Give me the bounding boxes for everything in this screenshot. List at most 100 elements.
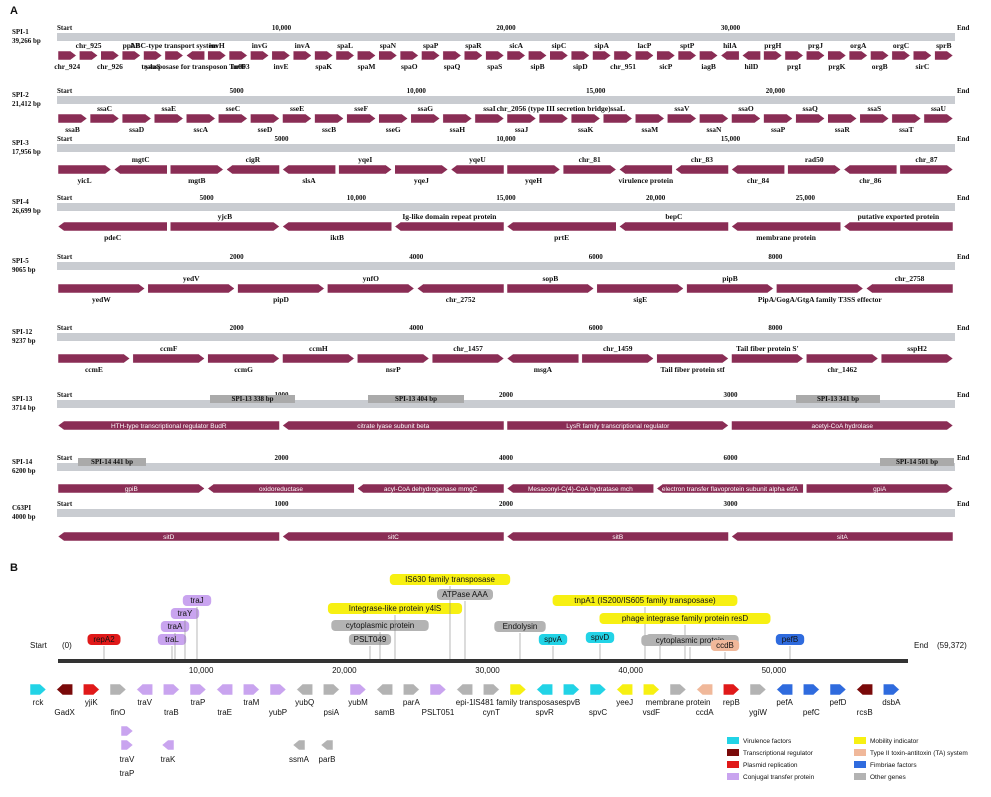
gene-arrow [667,113,697,124]
gene-label: ssaU [931,104,947,113]
gene-label: ssaQ [802,104,818,113]
island-size: 21,412 bp [12,100,41,108]
gene-label: chr_2752 [446,295,476,304]
gene-arrow [596,283,685,294]
gene-label: yicL [77,176,91,185]
plasmid-gene-label: epi-1 [456,698,474,707]
plasmid-gene-label: spvR [536,708,554,717]
gene-label: pipD [273,295,289,304]
callout-box [157,634,187,645]
gene-label: sipA [594,41,609,50]
tick-label: 4000 [499,454,514,462]
start-label: Start [57,500,73,508]
gene-arrow [282,531,505,542]
plasmid-gene-label: parA [403,698,421,707]
plasmid-tick: 20,000 [332,666,357,675]
plasmid-gene-arrow [296,683,313,696]
gene-arrow [147,283,236,294]
gene-arrow [57,353,131,364]
gene-label: ssaP [771,125,786,134]
gene-arrow [843,164,898,175]
gene-arrow [346,113,377,124]
legend-swatch [727,773,739,780]
gene-label: chr_1457 [453,344,483,353]
gene-label: chr_84 [747,176,769,185]
legend-label: Type II toxin-antitoxin (TA) system [870,750,968,757]
gene-arrow [250,50,270,61]
plasmid-gene-arrow [696,683,713,696]
gene-label: sopB [542,274,558,283]
tick-label: 15,000 [721,135,741,143]
island-name: SPI-13 [12,395,33,403]
legend-swatch [727,737,739,744]
end-label: End [957,391,970,399]
gene-label: sitA [837,534,849,541]
callout-box [87,634,121,645]
gene-label: gpiB [125,486,138,493]
island-bar [57,203,955,211]
gene-label: chr_925 [76,41,102,50]
callout-label: traY [178,609,193,618]
gene-arrow [250,113,280,124]
plasmid-gene-arrow [323,683,340,696]
start-label: Start [57,253,73,261]
gene-arrow [763,113,794,124]
island-size: 6200 bp [12,467,36,475]
callout-label: ATPase AAA [442,590,488,599]
callout-label: pefB [782,635,798,644]
callout-box [327,603,463,614]
plasmid-gene-label: rcsB [857,708,873,717]
lower-gene-arrow [120,725,134,737]
gene-label: chr_926 [97,62,123,71]
gene-arrow [891,50,911,61]
gene-arrow [506,164,561,175]
callout-box [389,574,511,585]
tick-label: 2000 [499,391,514,399]
tick-label: 10,000 [272,24,292,32]
gene-label: msgA [534,365,553,374]
start-label: Start [57,324,73,332]
plasmid-gene-label: cynT [483,708,500,717]
gene-label: transposase for transposon Tn903 [141,62,250,71]
gene-label: sigE [633,295,647,304]
gene-label: pdeC [104,233,121,242]
plasmid-gene-label: vsdF [643,708,660,717]
plasmid-gene-arrow [429,683,447,696]
callout-box [160,621,190,632]
plasmid-gene-arrow [749,683,767,696]
gene-arrow [57,420,280,431]
legend-label: Virulence factors [743,738,792,745]
tick-label: 1000 [275,500,290,508]
gene-arrow [731,353,804,364]
plasmid-gene-label: psiA [324,708,340,717]
tick-label: 10,000 [496,135,516,143]
gene-label: sitC [388,534,400,541]
gene-arrow [731,221,841,232]
gene-label: mgtB [188,176,206,185]
gene-arrow [731,531,954,542]
gene-label: Tail fiber protein stf [660,365,725,374]
plasmid-gene-arrow [189,683,207,696]
island-bar [57,400,955,408]
callout-label: IS630 family transposase [405,575,495,584]
gene-arrow [282,221,392,232]
gene-label: y4aS [145,62,160,71]
end-label: End [957,24,970,32]
lower-gene-arrow [320,739,334,751]
callout-box [585,632,615,643]
gene-arrow [912,50,933,61]
gene-label: sipB [530,62,544,71]
gene-label: orgC [893,41,909,50]
gene-arrow [763,50,783,61]
legend-swatch [854,749,866,756]
gene-label: acetyl-CoA hydrolase [812,423,874,430]
plasmid-gene-arrow [136,683,153,696]
gene-label: pipB [722,274,737,283]
gene-arrow [132,353,206,364]
gene-arrow [338,164,393,175]
gene-arrow [378,50,398,61]
callout-label: cytoplasmic protein [346,621,414,630]
plasmid-gene-arrow [349,683,367,696]
island-bar [57,96,955,104]
gene-label: ssaC [97,104,112,113]
